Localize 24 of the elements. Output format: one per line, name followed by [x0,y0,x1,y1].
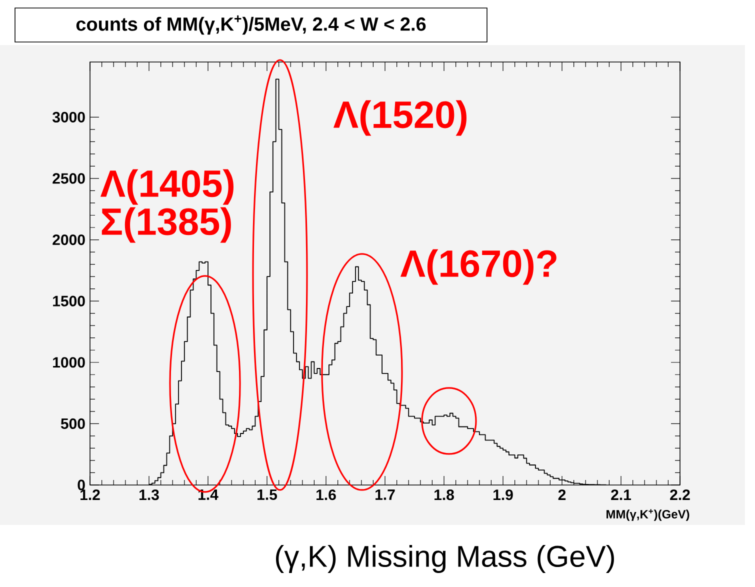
x-tick-label: 1.8 [434,490,454,500]
y-tick-label: 3000 [52,112,85,122]
x-axis-title: MM(γ,K$^{+}$)(GeV) [606,509,690,521]
x-tick-label: 2.2 [670,490,690,500]
annotation: Λ(1520) [333,100,466,136]
y-tick-label: 500 [60,418,85,429]
x-tick-label: 1.2 [80,490,100,500]
chart-title: counts of MM(γ,K$^{+}$)/5MeV, 2.4 < W < 2.6 [76,15,426,35]
annotation: Λ(1670)? [400,249,556,285]
y-tick-label: 1000 [53,357,85,368]
x-tick-label: 2.1 [611,490,632,500]
text: (γ,K) Missing Mass (GeV) [276,545,614,573]
x-tick-label: 1.6 [316,490,336,500]
y-tick-label: 1500 [53,296,85,306]
annotation: Λ(1405) [100,169,234,205]
y-tick-label: 2000 [52,234,85,246]
x-tick-label: 1.5 [258,490,278,500]
y-tick-label: 2500 [52,173,85,184]
y-tick-label: 0 [78,480,85,490]
x-tick-label: 1.7 [376,490,395,500]
annotation: Σ(1385) [102,207,231,243]
x-tick-label: 2 [558,490,566,500]
x-tick-label: 1.9 [494,490,513,500]
x-tick-label: 1.3 [140,490,159,500]
